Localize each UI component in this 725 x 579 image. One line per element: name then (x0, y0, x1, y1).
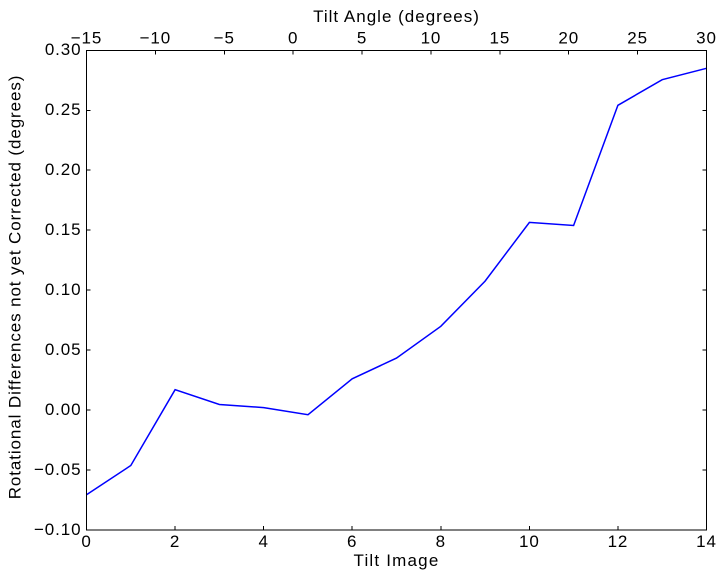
svg-text:0.00: 0.00 (45, 400, 82, 419)
svg-text:Tilt Image: Tilt Image (353, 551, 439, 570)
svg-text:10: 10 (519, 532, 540, 551)
svg-text:0.20: 0.20 (45, 160, 82, 179)
svg-text:4: 4 (258, 532, 268, 551)
svg-text:30: 30 (696, 28, 717, 47)
svg-text:0.30: 0.30 (45, 40, 82, 59)
svg-text:Tilt Angle (degrees): Tilt Angle (degrees) (313, 7, 480, 26)
svg-text:−0.10: −0.10 (34, 520, 82, 539)
svg-text:20: 20 (558, 28, 579, 47)
svg-text:10: 10 (421, 28, 442, 47)
svg-text:0.10: 0.10 (45, 280, 82, 299)
svg-text:0.25: 0.25 (45, 100, 82, 119)
svg-text:0.05: 0.05 (45, 340, 82, 359)
svg-text:12: 12 (608, 532, 629, 551)
svg-text:−0.05: −0.05 (34, 460, 82, 479)
svg-text:2: 2 (170, 532, 180, 551)
svg-text:6: 6 (347, 532, 357, 551)
svg-text:−15: −15 (71, 28, 103, 47)
svg-text:8: 8 (436, 532, 446, 551)
svg-text:15: 15 (489, 28, 510, 47)
svg-text:−10: −10 (140, 28, 172, 47)
svg-text:−5: −5 (214, 28, 235, 47)
svg-text:0: 0 (81, 532, 91, 551)
svg-text:Rotational Differences not yet: Rotational Differences not yet Corrected… (6, 75, 25, 500)
svg-text:25: 25 (627, 28, 648, 47)
svg-text:0: 0 (288, 28, 298, 47)
svg-text:5: 5 (357, 28, 367, 47)
svg-text:0.15: 0.15 (45, 220, 82, 239)
svg-text:14: 14 (696, 532, 717, 551)
